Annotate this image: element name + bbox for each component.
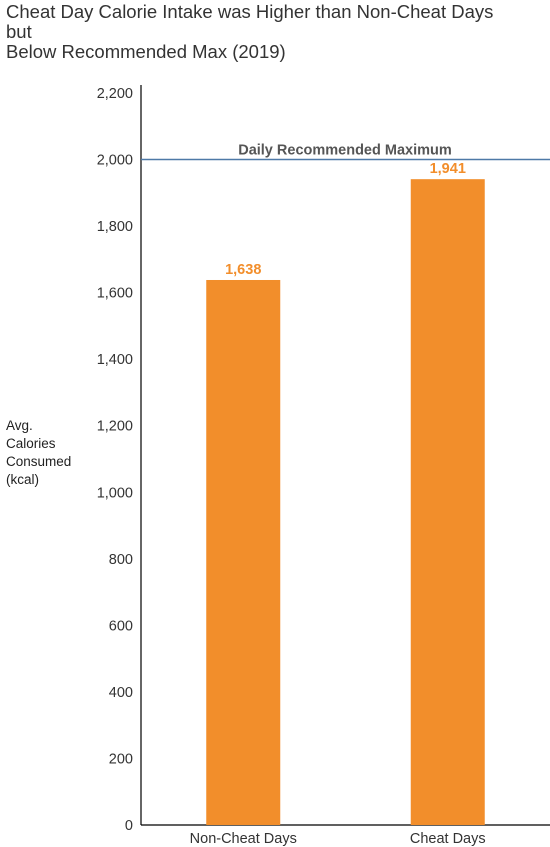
y-tick-label: 600	[109, 618, 133, 634]
y-tick-label: 200	[109, 751, 133, 767]
chart-title: Cheat Day Calorie Intake was Higher than…	[6, 2, 546, 62]
y-axis-label-line: Calories	[6, 436, 56, 451]
y-tick-label: 0	[125, 818, 133, 834]
x-tick-label: Cheat Days	[410, 831, 486, 847]
x-tick-label: Non-Cheat Days	[190, 831, 297, 847]
y-tick-label: 1,400	[97, 352, 133, 368]
y-tick-label: 1,600	[97, 286, 133, 302]
bar	[410, 179, 485, 825]
bar	[206, 279, 281, 825]
y-axis-label: Avg. Calories Consumed (kcal)	[6, 417, 96, 489]
y-tick-label: 2,000	[97, 153, 133, 169]
chart-title-line: but	[6, 21, 32, 42]
y-tick-label: 1,000	[97, 485, 133, 501]
chart-title-line: Below Recommended Max (2019)	[6, 41, 286, 62]
reference-line-label: Daily Recommended Maximum	[238, 143, 452, 159]
y-axis-label-line: Consumed	[6, 454, 72, 469]
bar-value-label: 1,638	[225, 262, 261, 278]
y-tick-label: 400	[109, 685, 133, 701]
y-axis-label-line: (kcal)	[6, 472, 39, 487]
bar-value-label: 1,941	[430, 161, 466, 177]
y-tick-label: 2,200	[97, 86, 133, 102]
chart-title-line: Cheat Day Calorie Intake was Higher than…	[6, 1, 494, 22]
y-axis-label-line: Avg.	[6, 418, 33, 433]
y-tick-label: 800	[109, 552, 133, 568]
y-tick-label: 1,800	[97, 219, 133, 235]
y-tick-label: 1,200	[97, 419, 133, 435]
